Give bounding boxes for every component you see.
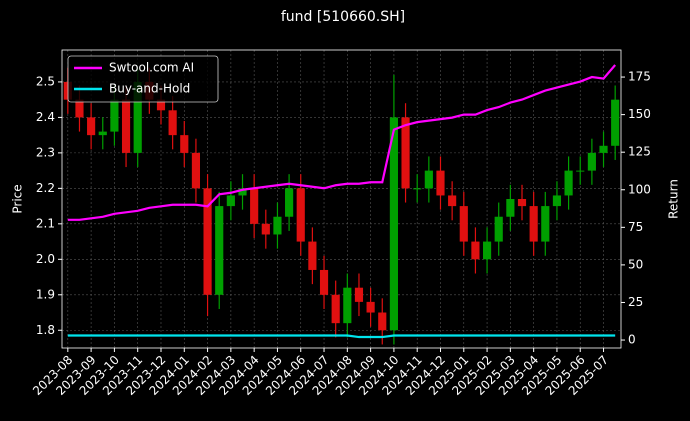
candle-body: [541, 206, 550, 242]
candle-body: [319, 269, 329, 295]
y-axis-label: Price: [11, 184, 25, 213]
y-tick-label: 2.0: [36, 252, 55, 266]
candle-body: [261, 223, 270, 235]
candle-body: [459, 206, 468, 242]
candle-body: [471, 241, 480, 260]
candle-body: [494, 216, 503, 242]
candle-body: [343, 287, 352, 324]
candle-body: [121, 99, 131, 153]
y2-tick-label: 150: [628, 107, 651, 121]
y2-axis-label: Return: [667, 179, 681, 219]
candle-body: [448, 195, 457, 207]
candle-body: [517, 199, 527, 207]
return-line: [67, 64, 617, 221]
candle-body: [424, 170, 433, 189]
candle-body: [436, 170, 445, 196]
candle-body: [110, 99, 119, 132]
y-tick-label: 1.8: [36, 323, 55, 337]
y-tick-label: 2.3: [36, 145, 55, 159]
candle-body: [168, 110, 177, 136]
y-tick-label: 1.9: [36, 287, 55, 301]
candle-body: [226, 195, 235, 207]
candle-body: [273, 216, 282, 235]
y-tick-label: 2.5: [36, 74, 55, 88]
candle-body: [366, 301, 375, 313]
candle-body: [133, 81, 142, 153]
y-tick-label: 2.2: [36, 181, 55, 195]
legend-label: Buy-and-Hold: [109, 82, 190, 96]
candle-body: [75, 99, 84, 118]
legend-box: [67, 55, 219, 103]
y2-tick-label: 0: [628, 333, 636, 347]
candle-body: [611, 99, 620, 146]
candle-body: [354, 287, 364, 302]
legend-label: Swtool.com AI: [109, 61, 194, 75]
candle-body: [564, 170, 573, 196]
candle-body: [413, 188, 422, 190]
y-tick-label: 2.4: [36, 110, 55, 124]
y2-tick-label: 175: [628, 70, 651, 84]
y2-tick-label: 100: [628, 182, 651, 196]
candle-body: [215, 206, 224, 295]
candle-body: [238, 188, 247, 196]
candle-body: [599, 145, 608, 153]
y2-tick-label: 75: [628, 220, 643, 234]
y-tick-label: 2.1: [36, 216, 55, 230]
candle-body: [285, 188, 294, 217]
candle-body: [203, 188, 212, 295]
return-line: [67, 334, 616, 339]
y2-tick-label: 50: [628, 257, 643, 271]
candle-body: [296, 188, 305, 242]
candle-body: [506, 199, 515, 217]
plot-frame: [61, 49, 622, 349]
candle-body: [482, 241, 492, 260]
candle-body: [552, 195, 562, 207]
candle-body: [331, 294, 340, 324]
candle-body: [576, 170, 585, 172]
candle-body: [308, 241, 317, 270]
candle-body: [401, 117, 410, 189]
candle-body: [191, 152, 201, 189]
candle-body: [98, 131, 107, 136]
candle-body: [378, 312, 387, 331]
y2-tick-label: 125: [628, 145, 651, 159]
candle-body: [529, 206, 538, 242]
candle-body: [389, 117, 398, 331]
candle-body: [587, 152, 596, 171]
chart-title: fund [510660.SH]: [281, 9, 405, 25]
candle-body: [87, 117, 96, 136]
y2-tick-label: 25: [628, 295, 643, 309]
candle-body: [156, 99, 166, 111]
candle-body: [180, 135, 189, 153]
candle-body: [250, 188, 259, 224]
